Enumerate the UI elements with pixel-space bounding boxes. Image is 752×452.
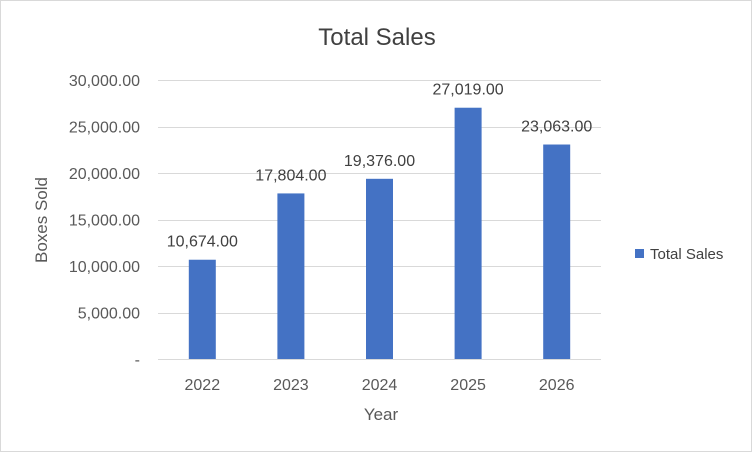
data-label-2022: 10,674.00 bbox=[167, 234, 238, 251]
bar-2026 bbox=[543, 144, 571, 359]
x-tick-label: 2025 bbox=[450, 377, 486, 394]
y-tick-label: - bbox=[135, 352, 140, 369]
data-label-2024: 19,376.00 bbox=[344, 153, 415, 170]
legend: Total Sales bbox=[635, 246, 723, 263]
y-tick-label: 5,000.00 bbox=[78, 306, 140, 323]
y-axis-title: Boxes Sold bbox=[32, 177, 51, 263]
y-tick-label: 15,000.00 bbox=[69, 213, 140, 230]
x-tick-label: 2026 bbox=[539, 377, 575, 394]
bar-2024 bbox=[366, 178, 393, 359]
x-tick-label: 2024 bbox=[362, 377, 398, 394]
y-tick-label: 20,000.00 bbox=[69, 166, 140, 183]
bar-2023 bbox=[277, 193, 305, 359]
x-tick-label: 2022 bbox=[185, 377, 221, 394]
x-axis-ticks: 2022 2023 2024 2025 2026 bbox=[185, 377, 575, 394]
bar-2022 bbox=[188, 259, 216, 359]
legend-swatch bbox=[635, 249, 644, 258]
x-tick-label: 2023 bbox=[273, 377, 309, 394]
chart-title: Total Sales bbox=[318, 24, 435, 51]
y-axis-ticks: - 5,000.00 10,000.00 15,000.00 20,000.00 25,0… bbox=[69, 73, 140, 369]
legend-label: Total Sales bbox=[650, 246, 723, 263]
bars bbox=[188, 107, 571, 359]
bar-2025 bbox=[454, 107, 482, 359]
data-labels: 10,674.00 17,804.00 19,376.00 27,019.00 23,0… bbox=[167, 82, 593, 251]
y-tick-label: 10,000.00 bbox=[69, 259, 140, 276]
data-label-2026: 23,063.00 bbox=[521, 119, 592, 136]
data-label-2025: 27,019.00 bbox=[433, 82, 504, 99]
x-axis-title: Year bbox=[364, 405, 399, 424]
y-tick-label: 30,000.00 bbox=[69, 73, 140, 90]
y-tick-label: 25,000.00 bbox=[69, 120, 140, 137]
data-label-2023: 17,804.00 bbox=[255, 167, 326, 184]
